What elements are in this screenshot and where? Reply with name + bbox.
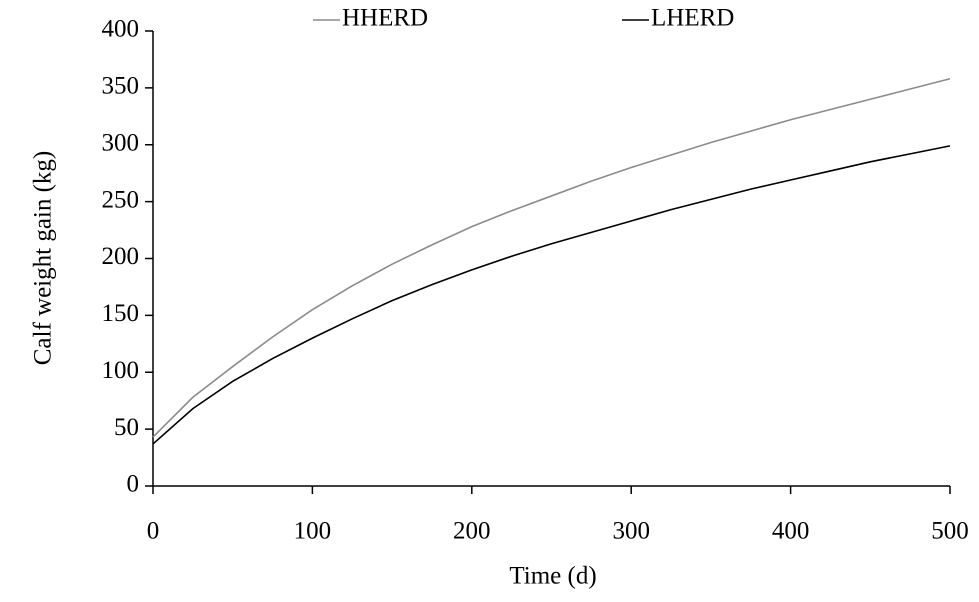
x-tick-label: 0 xyxy=(147,518,160,545)
y-tick-label: 100 xyxy=(102,357,140,384)
x-tick-label: 400 xyxy=(772,518,810,545)
x-tick-label: 500 xyxy=(931,518,969,545)
y-tick-label: 150 xyxy=(102,300,140,327)
y-tick-label: 200 xyxy=(102,243,140,270)
x-tick-label: 200 xyxy=(453,518,491,545)
x-axis-label: Time (d) xyxy=(509,563,596,590)
legend-label: HHERD xyxy=(342,5,428,32)
y-tick-label: 0 xyxy=(127,471,140,498)
y-tick-label: 250 xyxy=(102,186,140,213)
legend-label: LHERD xyxy=(651,5,734,32)
y-tick-label: 50 xyxy=(114,414,139,441)
x-tick-label: 300 xyxy=(612,518,650,545)
series-line xyxy=(152,78,951,438)
x-tick-label: 100 xyxy=(294,518,332,545)
series-line xyxy=(152,145,951,445)
y-tick-label: 400 xyxy=(102,16,140,43)
y-tick-label: 300 xyxy=(102,129,140,156)
y-axis-label: Calf weight gain (kg) xyxy=(30,151,57,366)
y-tick-label: 350 xyxy=(102,73,140,100)
